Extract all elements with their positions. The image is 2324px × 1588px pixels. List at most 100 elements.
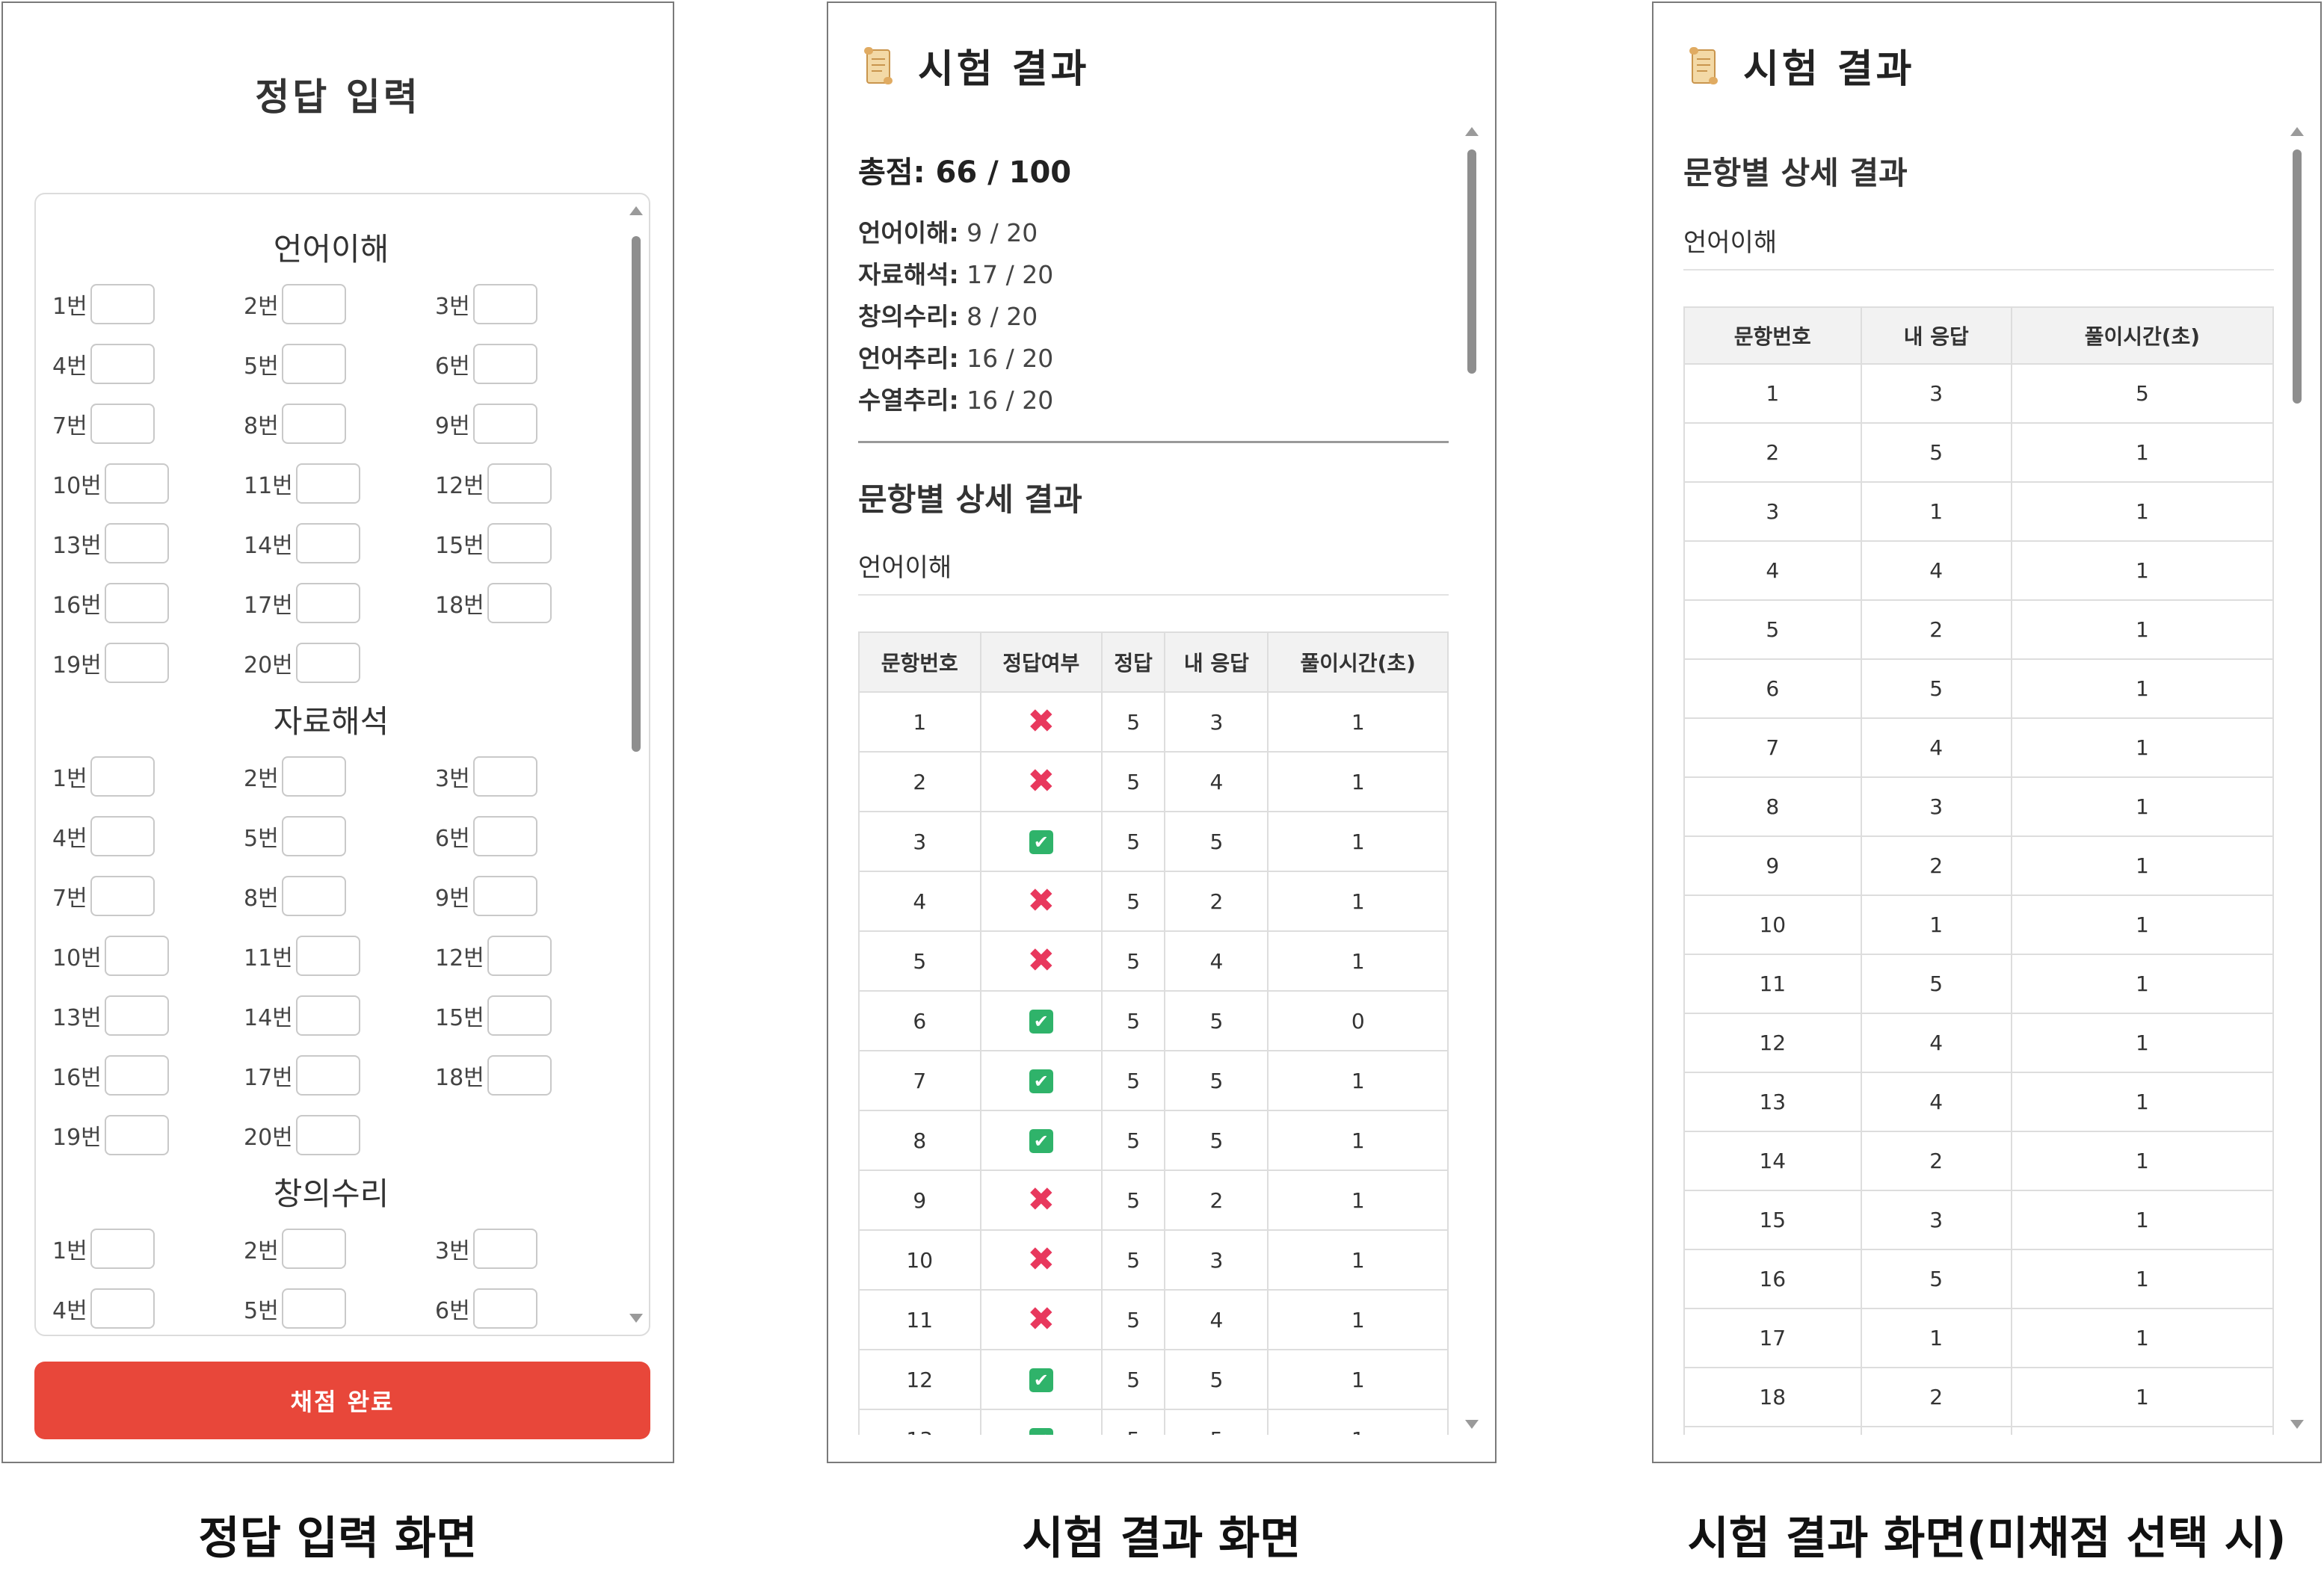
- scroll-up-arrow-icon[interactable]: [2290, 127, 2304, 136]
- answer-input[interactable]: [104, 523, 169, 563]
- answer-input[interactable]: [472, 344, 537, 384]
- answer-input[interactable]: [90, 756, 155, 797]
- question-label: 5번: [244, 1298, 279, 1324]
- answer-input[interactable]: [104, 995, 169, 1036]
- question-item: 12번: [435, 462, 626, 505]
- answer-input[interactable]: [104, 936, 169, 976]
- answer-input[interactable]: [295, 995, 360, 1036]
- result-scrollbar[interactable]: [1464, 127, 1480, 1429]
- answer-input[interactable]: [487, 995, 552, 1036]
- answer-form: 언어이해 1번 2번 3번 4번 5번 6번 7번 8번 9번 10번 11번 12번 13번 14번 15번…: [34, 193, 650, 1336]
- solve-time: 1: [2010, 895, 2274, 955]
- divider: [858, 441, 1449, 443]
- answer-input[interactable]: [104, 1055, 169, 1096]
- answer-input[interactable]: [90, 1229, 155, 1269]
- question-item: 2번: [244, 1227, 435, 1270]
- scroll-down-arrow-icon[interactable]: [629, 1314, 643, 1323]
- answer-input[interactable]: [295, 583, 360, 623]
- table-row: 9 ✖ 5 2 1: [858, 1170, 1449, 1231]
- answer-input[interactable]: [295, 463, 360, 504]
- my-response: 2: [1860, 835, 2012, 896]
- solve-time: 1: [2010, 599, 2274, 660]
- form-scrollbar[interactable]: [628, 206, 644, 1323]
- scrollbar-thumb[interactable]: [632, 236, 641, 752]
- question-item: 4번: [52, 1287, 244, 1330]
- answer-input[interactable]: [472, 1288, 537, 1329]
- scroll-down-arrow-icon[interactable]: [1465, 1420, 1479, 1429]
- answer-input[interactable]: [104, 1115, 169, 1155]
- question-label: 20번: [244, 652, 293, 679]
- answer-input[interactable]: [281, 756, 346, 797]
- answer-input-screen: 정답 입력 언어이해 1번 2번 3번 4번 5번 6번 7번 8번 9번 10번 11번 12번 13번…: [1, 1, 674, 1463]
- answer-input[interactable]: [472, 284, 537, 324]
- answer-input[interactable]: [281, 816, 346, 856]
- question-number: 13: [1683, 1072, 1862, 1132]
- scrollbar-thumb[interactable]: [2293, 149, 2302, 404]
- answer-input[interactable]: [472, 1229, 537, 1269]
- answer-input[interactable]: [295, 1055, 360, 1096]
- scroll-down-arrow-icon[interactable]: [2290, 1420, 2304, 1429]
- solve-time: 1: [2010, 1249, 2274, 1309]
- answer-input[interactable]: [90, 876, 155, 916]
- answer-input[interactable]: [104, 643, 169, 683]
- correctness-cell: ✖: [979, 930, 1103, 992]
- answer-input[interactable]: [472, 404, 537, 444]
- correctness-cell: ✖: [979, 1289, 1103, 1350]
- answer-input[interactable]: [90, 404, 155, 444]
- correct-answer: 5: [1100, 691, 1166, 753]
- section-score: 창의수리: 8 / 20: [858, 296, 1449, 338]
- question-number: 13: [858, 1409, 981, 1435]
- answer-input[interactable]: [281, 1288, 346, 1329]
- cross-mark-icon: ✖: [1027, 1241, 1055, 1279]
- answer-input[interactable]: [90, 284, 155, 324]
- answer-input[interactable]: [472, 816, 537, 856]
- result-scrollbar[interactable]: [2289, 127, 2305, 1429]
- caption-answer-input: 정답 입력 화면: [198, 1513, 478, 1565]
- answer-input[interactable]: [487, 523, 552, 563]
- question-item: 11번: [244, 462, 435, 505]
- answer-input[interactable]: [487, 463, 552, 504]
- answer-input[interactable]: [487, 936, 552, 976]
- answer-input[interactable]: [90, 816, 155, 856]
- answer-input[interactable]: [487, 583, 552, 623]
- question-number: 10: [1683, 895, 1862, 955]
- question-item: 7번: [52, 874, 244, 918]
- scroll-up-arrow-icon[interactable]: [1465, 127, 1479, 136]
- section-title: 언어이해: [273, 231, 389, 268]
- answer-input[interactable]: [295, 643, 360, 683]
- answer-input[interactable]: [295, 1115, 360, 1155]
- answer-input[interactable]: [487, 1055, 552, 1096]
- answer-input[interactable]: [472, 756, 537, 797]
- scroll-up-arrow-icon[interactable]: [629, 206, 643, 215]
- question-label: 1번: [52, 766, 87, 792]
- scrollbar-thumb[interactable]: [1467, 149, 1476, 374]
- question-label: 12번: [435, 945, 484, 971]
- question-label: 4번: [52, 353, 87, 380]
- answer-input[interactable]: [281, 404, 346, 444]
- question-number: 18: [1683, 1367, 1862, 1427]
- answer-input[interactable]: [90, 344, 155, 384]
- answer-input[interactable]: [281, 284, 346, 324]
- answer-input[interactable]: [281, 876, 346, 916]
- answer-form-scroll[interactable]: 언어이해 1번 2번 3번 4번 5번 6번 7번 8번 9번 10번 11번 12번 13번 14번 15번…: [36, 194, 626, 1335]
- answer-input[interactable]: [295, 936, 360, 976]
- question-label: 6번: [435, 353, 470, 380]
- answer-input[interactable]: [472, 876, 537, 916]
- answer-input[interactable]: [295, 523, 360, 563]
- result-table: 문항번호 정답여부 정답 내 응답 풀이시간(초) 1 ✖ 5 3 1 2 ✖ 5 4 1 3 ✔ 5 5 1 4 ✖ 5…: [858, 631, 1449, 1435]
- question-item: 17번: [244, 581, 435, 625]
- answer-input[interactable]: [90, 1288, 155, 1329]
- answer-input[interactable]: [281, 344, 346, 384]
- column-header: 정답: [1100, 631, 1166, 693]
- answer-input[interactable]: [104, 463, 169, 504]
- result-scroll-area[interactable]: 총점: 66 / 100 언어이해: 9 / 20 자료해석: 17 / 20 창의…: [858, 126, 1449, 1435]
- question-item: 12번: [435, 934, 626, 977]
- answer-input[interactable]: [104, 583, 169, 623]
- answer-input[interactable]: [281, 1229, 346, 1269]
- my-response: 5: [1164, 1050, 1269, 1111]
- section-score-value: 16 / 20: [967, 386, 1054, 415]
- grade-complete-button[interactable]: 채점 완료: [34, 1362, 650, 1439]
